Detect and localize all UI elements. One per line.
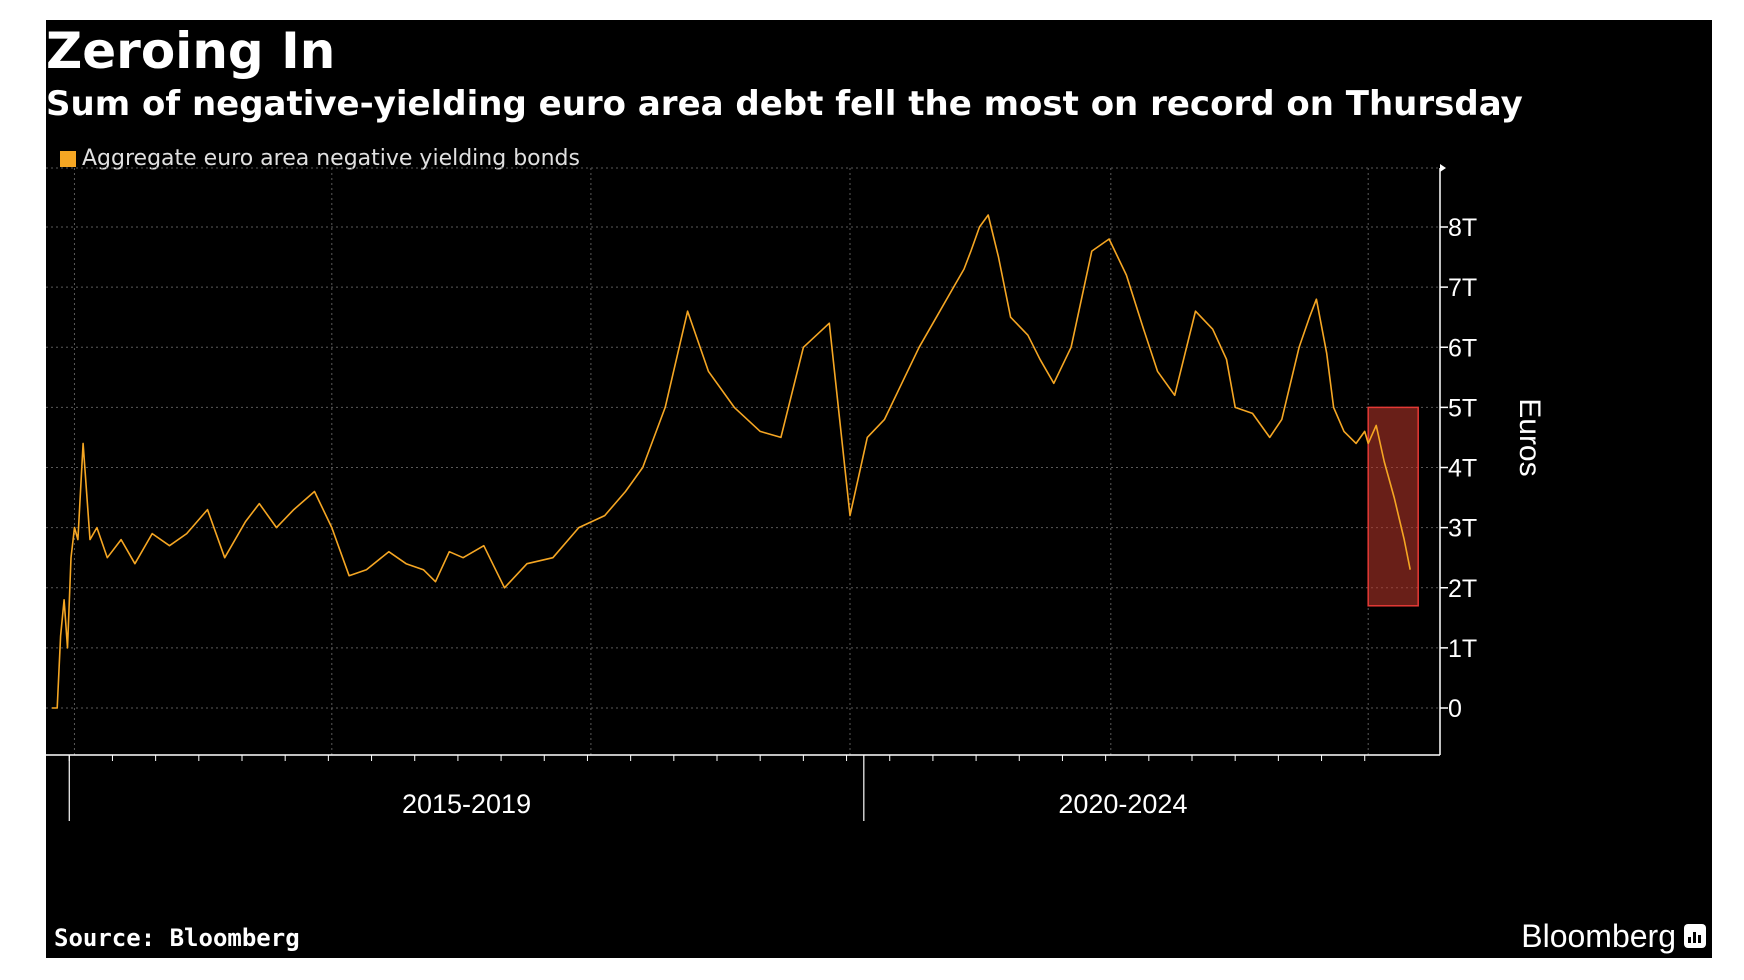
chart-panel: Zeroing In Sum of negative-yielding euro… — [46, 20, 1712, 958]
legend-swatch — [60, 151, 76, 167]
brand-wordmark: Bloomberg — [1521, 918, 1676, 954]
y-tick-label: 1T — [1448, 635, 1477, 663]
chart-legend: Aggregate euro area negative yielding bo… — [60, 148, 580, 170]
y-tick-label: 2T — [1448, 575, 1477, 603]
y-tick-label: 5T — [1448, 394, 1477, 422]
y-axis-arrow — [1440, 164, 1446, 172]
y-tick-label: 7T — [1448, 274, 1477, 302]
highlight-box — [1367, 406, 1419, 607]
legend-label: Aggregate euro area negative yielding bo… — [82, 146, 580, 171]
series-line — [52, 214, 1411, 709]
line-chart: 0 1T 2T 3T 4T 5T 6T 7T 8T 2015-2019 2020-2024 Euros — [46, 164, 1546, 821]
y-tick-label: 0 — [1448, 695, 1462, 723]
chart-subtitle: Sum of negative-yielding euro area debt … — [46, 84, 1523, 124]
y-tick-label: 8T — [1448, 214, 1477, 242]
source-note: Source: Bloomberg — [54, 924, 300, 952]
chart-title: Zeroing In — [46, 22, 336, 80]
bloomberg-logo: Bloomberg — [1521, 920, 1706, 952]
y-axis-title: Euros — [1513, 398, 1546, 476]
y-tick-label: 6T — [1448, 334, 1477, 362]
y-tick-label: 4T — [1448, 455, 1477, 483]
x-group-label: 2015-2019 — [402, 789, 531, 819]
bloomberg-chart-icon — [1684, 924, 1706, 948]
y-tick-label: 3T — [1448, 515, 1477, 543]
x-group-label: 2020-2024 — [1058, 789, 1187, 819]
